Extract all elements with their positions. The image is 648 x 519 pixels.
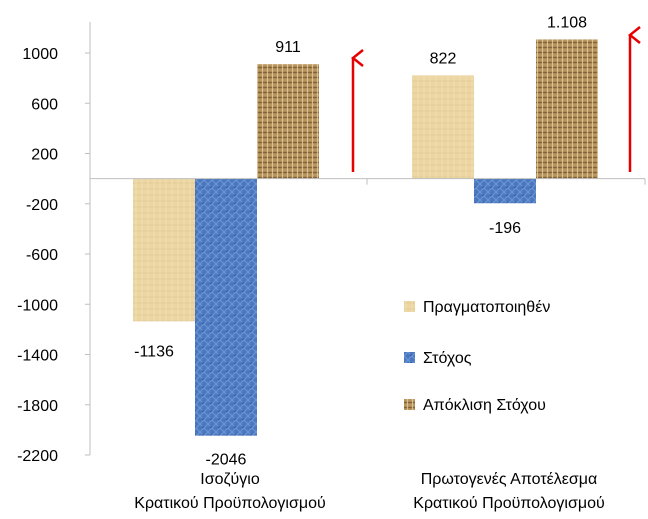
- data-label: 1.108: [547, 14, 587, 31]
- data-label: -2046: [206, 452, 247, 469]
- y-tick-label: 600: [31, 96, 58, 113]
- x-axis: Ισοζύγιο Κρατικού Προϋπολογισμού Πρωτογενέ…: [89, 178, 646, 512]
- bar-απόκλιση-στόχου: [536, 39, 598, 179]
- y-tick-label: -200: [26, 197, 58, 214]
- legend-swatch: [404, 399, 415, 410]
- legend-swatch: [404, 301, 415, 312]
- y-tick-label: -1800: [17, 398, 58, 415]
- bar-απόκλιση-στόχου: [257, 64, 319, 179]
- data-label: -1136: [134, 343, 174, 360]
- y-tick-label: 1000: [22, 46, 58, 63]
- legend-label: Στόχος: [423, 350, 472, 367]
- arrows: [350, 26, 641, 172]
- category-label: Κρατικού Προϋπολογισμού: [413, 495, 604, 512]
- bar-πραγματοποιηθέν: [133, 178, 195, 322]
- legend: Πραγματοποιηθέν Στόχος Απόκλιση Στόχου: [404, 299, 550, 414]
- legend-label: Πραγματοποιηθέν: [423, 299, 550, 316]
- bars: [133, 39, 598, 436]
- data-label: -196: [489, 220, 521, 237]
- y-tick-label: 200: [31, 147, 58, 164]
- category-label: Πρωτογενές Αποτέλεσμα: [421, 471, 598, 488]
- y-tick-label: -1400: [17, 348, 58, 365]
- data-label: 822: [430, 50, 457, 67]
- legend-label: Απόκλιση Στόχου: [423, 397, 546, 414]
- data-label: 911: [275, 39, 301, 56]
- legend-swatch: [404, 352, 415, 363]
- category-label: Ισοζύγιο: [200, 471, 260, 488]
- y-axis: 1000 600 200 -200 -600 -1000 -1400 -1800 -2200: [17, 22, 91, 465]
- bar-πραγματοποιηθέν: [412, 75, 474, 179]
- category-label: Κρατικού Προϋπολογισμού: [134, 495, 325, 512]
- value-labels: -1136 822 -2046 -196 911 1.108: [134, 14, 587, 468]
- y-tick-label: -600: [26, 247, 58, 264]
- y-tick-label: -1000: [17, 297, 58, 314]
- y-tick-label: -2200: [17, 448, 58, 465]
- bar-στόχος: [195, 178, 257, 436]
- bar-στόχος: [474, 178, 536, 204]
